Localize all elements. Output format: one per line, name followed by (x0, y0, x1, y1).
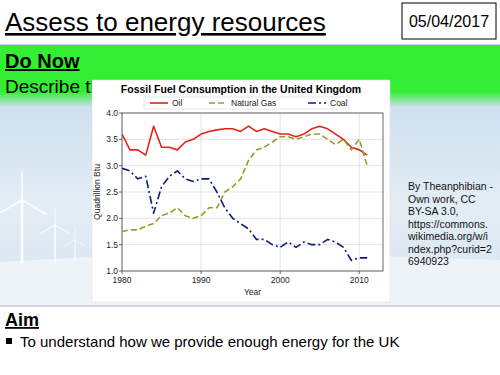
y-tick (119, 139, 122, 140)
series-line (122, 168, 367, 260)
turbine-blade (55, 208, 56, 225)
axes: 1.01.52.02.53.03.54.01980199020002010Yea… (92, 108, 383, 297)
grid-line-y (122, 244, 383, 245)
x-axis-label: Year (244, 287, 261, 297)
x-tick-label: 1990 (192, 275, 211, 285)
y-tick-label: 1.5 (106, 240, 118, 250)
attribution-line: wikimedia.org/w/i (407, 230, 488, 242)
y-tick-label: 4.0 (106, 108, 118, 118)
attribution-line: BY-SA 3.0, (408, 205, 458, 217)
y-tick-label: 2.5 (106, 187, 118, 197)
plot-frame (122, 113, 383, 271)
attribution-line: 6940923 (408, 255, 449, 267)
y-tick (119, 244, 122, 245)
series-line (122, 134, 367, 231)
x-tick-label: 2000 (271, 275, 290, 285)
y-tick (119, 113, 122, 114)
do-now-band (0, 45, 500, 107)
aim-heading: Aim (5, 310, 39, 330)
y-tick (119, 192, 122, 193)
slide: Assess to energy resources 05/04/2017 Do N… (0, 0, 500, 375)
aim-box (0, 306, 500, 375)
aim-bullet: To understand how we provide enough ener… (20, 333, 399, 350)
slide-date: 05/04/2017 (409, 13, 489, 30)
legend-label: Coal (330, 98, 348, 108)
y-tick-label: 3.0 (106, 161, 118, 171)
legend-swatch (308, 102, 326, 104)
y-axis-label: Quadrillion Btu (92, 164, 102, 220)
turbine-blade (21, 172, 23, 200)
legend-box (144, 97, 349, 109)
x-tick (359, 271, 360, 274)
do-now-heading: Do Now (5, 50, 80, 72)
attribution-line: By Theanphibian - (408, 180, 494, 192)
attribution-line: https://commons. (408, 218, 488, 230)
grid-line-x (201, 113, 202, 271)
x-tick (201, 271, 202, 274)
turbine-blade (75, 240, 85, 246)
grid-line-y (122, 218, 383, 219)
grid-line-y (122, 165, 383, 166)
legend-swatch (209, 102, 227, 104)
wind-turbine (65, 229, 84, 262)
slide-title: Assess to energy resources (5, 7, 326, 37)
turbine-blade (65, 240, 75, 246)
x-tick-label: 1980 (113, 275, 132, 285)
date-box (402, 3, 496, 39)
chart-card (92, 80, 390, 302)
x-tick-label: 2010 (350, 275, 369, 285)
turbine-blade (41, 225, 55, 233)
aim-divider (0, 306, 500, 307)
turbine-blade (0, 200, 22, 214)
turbine-tower (75, 240, 76, 262)
y-tick (119, 165, 122, 166)
legend-swatch (150, 102, 168, 104)
title-bar (0, 0, 500, 44)
turbine-tower (54, 225, 56, 262)
turbine-blade (55, 225, 69, 233)
legend: Oil Natural Gas Coal (144, 97, 349, 109)
attribution-line: Own work, CC (408, 193, 476, 205)
y-tick (119, 218, 122, 219)
series-lines (122, 126, 367, 260)
y-tick-label: 3.5 (106, 134, 118, 144)
wind-turbine (0, 172, 46, 262)
turbine-tower (21, 200, 24, 262)
y-tick (119, 271, 122, 272)
attribution-line: ndex.php?curid=2 (408, 243, 492, 255)
x-tick (280, 271, 281, 274)
x-tick (122, 271, 123, 274)
chart-title: Fossil Fuel Consumption in the United Ki… (121, 83, 361, 95)
grid-line-x (359, 113, 360, 271)
legend-label: Oil (172, 98, 183, 108)
grid-line-y (122, 192, 383, 193)
background (0, 0, 500, 375)
turbine-blade (75, 229, 76, 240)
legend-label: Natural Gas (231, 98, 276, 108)
wind-turbine (41, 208, 70, 262)
y-tick-label: 2.0 (106, 213, 118, 223)
bullet (6, 338, 12, 344)
turbine-blade (22, 200, 46, 214)
